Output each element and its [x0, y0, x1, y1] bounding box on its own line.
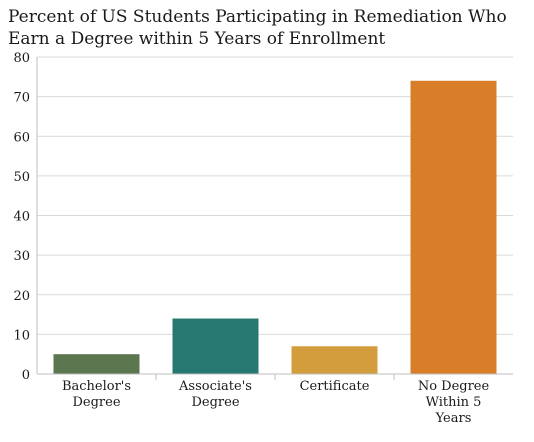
x-category-label: Associate's — [178, 379, 252, 394]
x-category-label: Certificate — [300, 379, 370, 394]
x-category-label: Bachelor's — [62, 379, 131, 394]
bar — [172, 318, 259, 374]
x-category-label: Degree — [72, 395, 120, 410]
chart-title: Percent of US Students Participating in … — [8, 7, 507, 49]
x-category-label: Within 5 — [426, 395, 482, 410]
x-category-label: No Degree — [418, 379, 490, 394]
y-tick-label: 40 — [13, 210, 30, 225]
y-tick-label: 20 — [13, 289, 30, 304]
y-tick-label: 70 — [13, 91, 30, 106]
x-axis-labels: Bachelor'sDegreeAssociate'sDegreeCertifi… — [62, 374, 490, 426]
bar — [410, 80, 497, 375]
y-tick-label: 0 — [22, 368, 30, 383]
y-tick-label: 30 — [13, 249, 30, 264]
y-axis-ticks: 0 10 20 30 40 50 60 70 80 — [13, 51, 30, 383]
y-tick-label: 80 — [13, 51, 30, 66]
x-category-label: Degree — [191, 395, 239, 410]
bar — [291, 346, 378, 374]
bar — [53, 354, 140, 374]
y-tick-label: 10 — [13, 328, 30, 343]
y-tick-label: 60 — [13, 130, 30, 145]
x-category-label: Years — [435, 411, 472, 426]
y-tick-label: 50 — [13, 170, 30, 185]
bars — [53, 80, 497, 375]
